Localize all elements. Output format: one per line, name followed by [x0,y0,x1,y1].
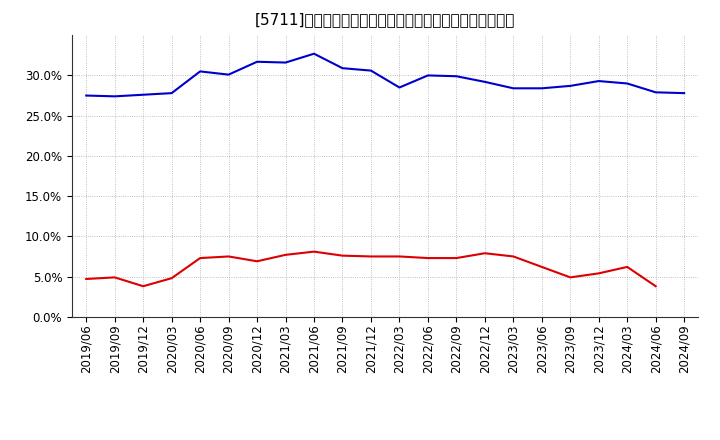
現顔金 [480,251,489,256]
有利子負債 [338,66,347,71]
有利子負債 [509,86,518,91]
現顔金 [225,254,233,259]
有利子負債 [623,81,631,86]
現顔金 [566,275,575,280]
有利子負債 [395,85,404,90]
現顔金 [282,252,290,257]
現顔金 [509,254,518,259]
有利子負債 [652,90,660,95]
現顔金 [253,259,261,264]
現顔金 [652,284,660,289]
有利子負債 [110,94,119,99]
現顔金 [595,271,603,276]
有利子負債 [537,86,546,91]
現顔金 [338,253,347,258]
現顔金 [196,256,204,261]
現顔金 [139,284,148,289]
現顔金 [537,264,546,270]
有利子負債 [139,92,148,97]
現顔金 [310,249,318,254]
有利子負債 [310,51,318,56]
有利子負債 [253,59,261,64]
有利子負債 [480,79,489,84]
現顔金 [395,254,404,259]
有利子負債 [423,73,432,78]
Title: [5711]　現顔金、有利子負債の総資産に対する比率の推移: [5711] 現顔金、有利子負債の総資産に対する比率の推移 [255,12,516,27]
Line: 現顔金: 現顔金 [86,252,656,286]
有利子負債 [680,91,688,96]
有利子負債 [167,91,176,96]
有利子負債 [452,73,461,79]
有利子負債 [282,60,290,65]
現顔金 [452,256,461,261]
有利子負債 [366,68,375,73]
有利子負債 [595,78,603,84]
現顔金 [110,275,119,280]
現顔金 [623,264,631,270]
有利子負債 [566,83,575,88]
現顔金 [366,254,375,259]
現顔金 [82,276,91,282]
現顔金 [167,275,176,281]
Line: 有利子負債: 有利子負債 [86,54,684,96]
有利子負債 [196,69,204,74]
有利子負債 [82,93,91,98]
現顔金 [423,256,432,261]
有利子負債 [225,72,233,77]
